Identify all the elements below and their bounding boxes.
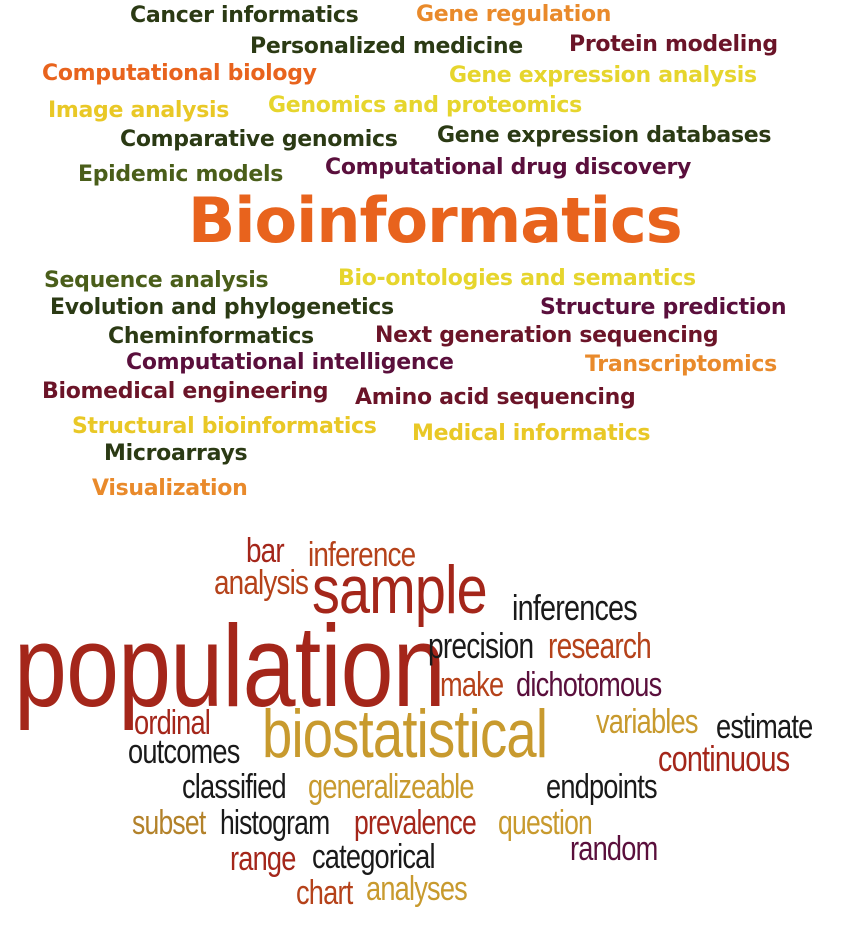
word-biomedical-engineering: Biomedical engineering [42, 379, 329, 404]
word-structural-bioinformatics: Structural bioinformatics [72, 414, 377, 439]
word-cancer-informatics: Cancer informatics [130, 3, 359, 28]
word-bioinformatics: Bioinformatics [188, 184, 683, 257]
word-categorical: categorical [312, 838, 436, 876]
word-comparative-genomics: Comparative genomics [120, 127, 398, 152]
word-range: range [230, 840, 296, 878]
word-question: question [498, 804, 593, 842]
word-visualization: Visualization [92, 476, 248, 501]
word-research: research [548, 625, 652, 666]
word-analysis: analysis [214, 564, 309, 602]
word-biostatistical: biostatistical [262, 696, 548, 772]
word-evolution-and-phylogenetics: Evolution and phylogenetics [50, 295, 394, 320]
word-protein-modeling: Protein modeling [569, 32, 778, 57]
word-bar: bar [246, 532, 285, 570]
word-variables: variables [596, 703, 698, 741]
word-outcomes: outcomes [128, 733, 240, 771]
word-genomics-and-proteomics: Genomics and proteomics [268, 93, 582, 118]
word-precision: precision [428, 625, 534, 666]
word-computational-intelligence: Computational intelligence [126, 350, 454, 375]
word-cheminformatics: Cheminformatics [108, 324, 314, 349]
word-structure-prediction: Structure prediction [540, 295, 787, 320]
word-microarrays: Microarrays [104, 441, 248, 466]
word-transcriptomics: Transcriptomics [585, 352, 777, 377]
biostatistics-word-cloud: bar inference analysis sample inferences… [0, 510, 843, 941]
word-endpoints: endpoints [546, 768, 658, 806]
word-chart: chart [296, 874, 353, 912]
word-amino-acid-sequencing: Amino acid sequencing [355, 385, 636, 410]
word-computational-biology: Computational biology [42, 61, 317, 86]
word-gene-expression-databases: Gene expression databases [437, 123, 772, 148]
word-personalized-medicine: Personalized medicine [250, 34, 523, 59]
word-population: population [14, 601, 446, 731]
word-inference: inference [308, 536, 416, 574]
bioinformatics-word-cloud: Cancer informatics Gene regulation Perso… [42, 2, 787, 501]
word-classified: classified [182, 768, 287, 806]
word-generalizeable: generalizeable [308, 768, 475, 806]
word-estimate: estimate [716, 708, 813, 746]
word-next-generation-sequencing: Next generation sequencing [375, 323, 719, 348]
word-computational-drug-discovery: Computational drug discovery [325, 155, 692, 180]
word-gene-regulation: Gene regulation [416, 2, 612, 27]
word-epidemic-models: Epidemic models [78, 162, 283, 187]
word-ordinal: ordinal [134, 704, 211, 742]
word-random: random [570, 830, 658, 868]
word-gene-expression-analysis: Gene expression analysis [449, 63, 757, 88]
word-make: make [440, 666, 504, 704]
word-bio-ontologies-and-semantics: Bio-ontologies and semantics [338, 266, 696, 291]
word-sample: sample [312, 552, 488, 628]
word-sequence-analysis: Sequence analysis [44, 268, 269, 293]
word-dichotomous: dichotomous [516, 666, 662, 704]
word-subset: subset [132, 804, 206, 842]
word-inferences: inferences [512, 587, 638, 628]
word-image-analysis: Image analysis [48, 98, 230, 123]
word-analyses: analyses [366, 870, 468, 908]
word-prevalence: prevalence [354, 804, 477, 842]
word-medical-informatics: Medical informatics [412, 421, 651, 446]
word-histogram: histogram [220, 804, 330, 842]
word-continuous: continuous [658, 738, 790, 779]
